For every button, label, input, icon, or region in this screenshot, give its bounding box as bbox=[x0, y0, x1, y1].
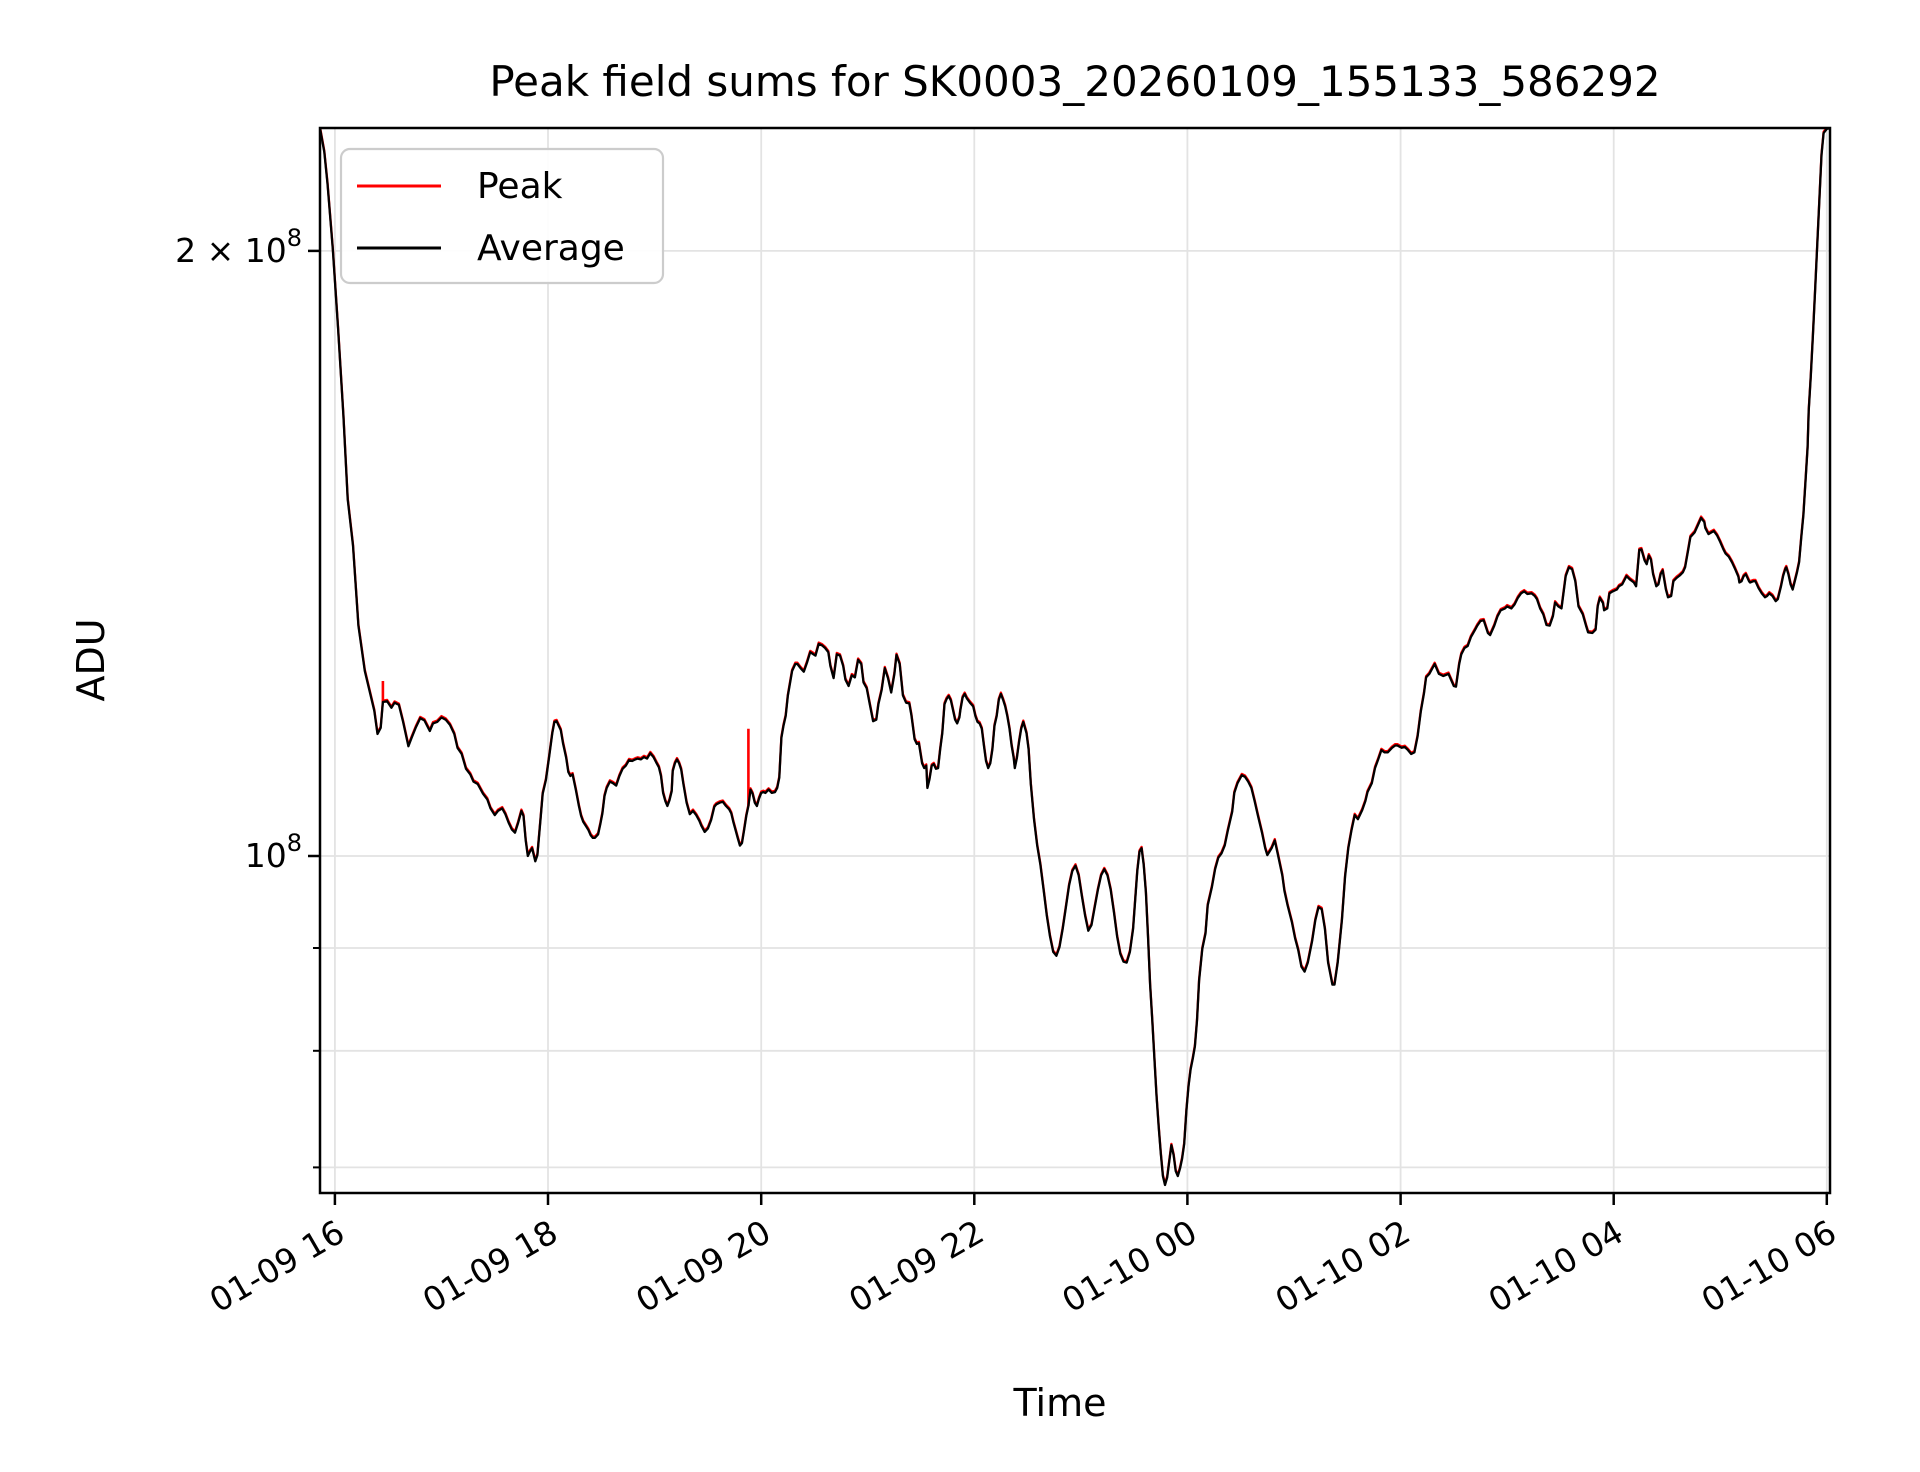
y-axis-label: ADU bbox=[69, 618, 113, 701]
x-tick-label: 01-10 06 bbox=[1695, 1212, 1843, 1320]
tick-label-layer: 01-09 16 01-09 18 01-09 20 01-09 22 01-10 00… bbox=[175, 224, 1843, 1320]
x-tick-label: 01-09 18 bbox=[416, 1212, 564, 1320]
legend: Peak Average bbox=[339, 147, 665, 285]
x-tick-label: 01-10 04 bbox=[1482, 1212, 1630, 1320]
legend-label-peak: Peak bbox=[477, 166, 563, 207]
chart-figure: 01-09 16 01-09 18 01-09 20 01-09 22 01-10 00… bbox=[40, 16, 1920, 1456]
x-tick-label: 01-10 00 bbox=[1055, 1212, 1203, 1320]
axis-title-layer: Peak field sums for SK0003_20260109_1551… bbox=[69, 57, 1661, 1425]
tick-layer bbox=[308, 249, 1829, 1205]
chart-title: Peak field sums for SK0003_20260109_1551… bbox=[489, 57, 1660, 106]
series-average-line bbox=[320, 128, 1830, 1187]
x-tick-label: 01-09 20 bbox=[629, 1212, 777, 1320]
legend-label-average: Average bbox=[477, 228, 625, 269]
grid-layer bbox=[320, 128, 1830, 1193]
plot-border bbox=[318, 126, 1832, 1195]
y-tick-label: 108 bbox=[245, 829, 302, 875]
axes-spines bbox=[318, 126, 1832, 1195]
y-tick-label: 2 × 108 bbox=[175, 224, 302, 270]
line-chart: 01-09 16 01-09 18 01-09 20 01-09 22 01-10 00… bbox=[69, 57, 1843, 1425]
series-layer bbox=[320, 128, 1830, 1187]
x-tick-label: 01-10 02 bbox=[1269, 1212, 1417, 1320]
x-axis-label: Time bbox=[1013, 1381, 1107, 1425]
series-peak-line bbox=[320, 128, 1830, 1185]
x-tick-label: 01-09 22 bbox=[842, 1212, 990, 1320]
x-tick-label: 01-09 16 bbox=[203, 1212, 351, 1320]
